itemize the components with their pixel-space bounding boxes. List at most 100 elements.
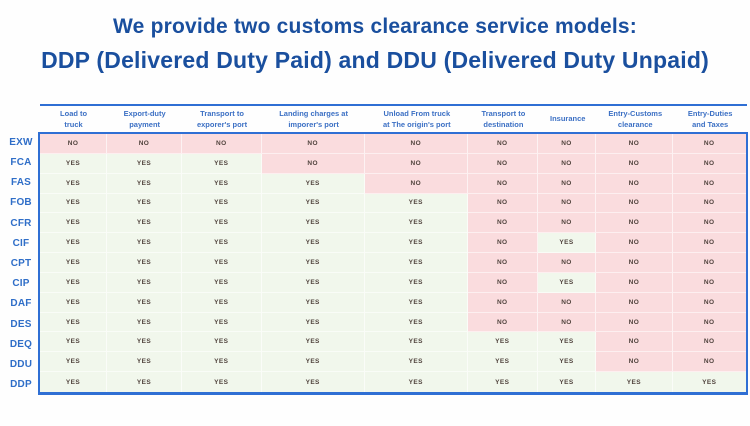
value-cell: NO — [596, 193, 673, 214]
value-cell: NO — [107, 134, 182, 154]
header-top-rule — [40, 104, 747, 106]
value-cell: YES — [364, 372, 468, 392]
value-cell: YES — [537, 352, 597, 373]
value-cell: NO — [596, 233, 673, 254]
value-cell: NO — [672, 253, 746, 273]
value-cell: YES — [181, 153, 262, 174]
value-cell: YES — [537, 272, 597, 293]
value-cell: NO — [672, 134, 746, 154]
table-row: YES YES YES YES YES NO NO NO NO — [40, 253, 746, 273]
value-cell: YES — [181, 372, 262, 392]
value-cell: NO — [672, 352, 746, 373]
value-cell: YES — [537, 233, 597, 254]
row-label: DDU — [9, 359, 33, 371]
row-label: DAF — [10, 298, 32, 310]
row-label: FOB — [10, 197, 32, 209]
value-cell: NO — [261, 134, 365, 154]
value-cell: NO — [672, 272, 746, 293]
value-cell: YES — [107, 312, 182, 333]
value-cell: YES — [364, 272, 468, 293]
value-cell: NO — [537, 193, 597, 214]
column-header: Entry-Duties and Taxes — [687, 109, 733, 129]
value-cell: YES — [364, 193, 468, 214]
value-cell: YES — [181, 332, 262, 353]
value-cell: YES — [107, 213, 182, 234]
value-cell: NO — [467, 153, 538, 174]
row-label: DES — [10, 318, 32, 330]
value-cell: YES — [107, 253, 182, 273]
value-cell: YES — [181, 193, 262, 214]
table-row: YES YES YES YES YES NO NO NO NO — [40, 312, 746, 333]
table-column-headers: Load to truck Export-duty payment Transpor… — [40, 107, 747, 132]
value-cell: NO — [537, 213, 597, 234]
row-label: CFR — [10, 217, 32, 229]
value-cell: NO — [537, 253, 597, 273]
value-cell: NO — [261, 153, 365, 174]
value-cell: NO — [364, 173, 468, 194]
table-row: YES YES YES NO NO NO NO NO NO — [40, 153, 746, 174]
value-cell: YES — [261, 193, 365, 214]
value-cell: YES — [40, 153, 108, 174]
slide-title: We provide two customs clearance service… — [0, 12, 750, 78]
value-cell: NO — [181, 134, 262, 154]
value-cell: NO — [672, 213, 746, 234]
value-cell: YES — [364, 213, 468, 234]
value-cell: YES — [40, 253, 108, 273]
value-cell: YES — [261, 253, 365, 273]
value-cell: NO — [467, 312, 538, 333]
value-cell: NO — [467, 134, 538, 154]
value-cell: YES — [672, 372, 746, 392]
value-cell: YES — [40, 272, 108, 293]
value-cell: YES — [40, 332, 108, 353]
value-cell: YES — [181, 352, 262, 373]
value-cell: YES — [181, 253, 262, 273]
value-cell: NO — [467, 272, 538, 293]
value-cell: NO — [537, 292, 597, 313]
value-cell: NO — [672, 312, 746, 333]
value-cell: NO — [596, 272, 673, 293]
column-header: Load to truck — [60, 109, 88, 129]
table-row: YES YES YES YES YES NO NO NO NO — [40, 213, 746, 234]
value-cell: YES — [364, 233, 468, 254]
value-cell: NO — [364, 153, 468, 174]
value-cell: NO — [596, 134, 673, 154]
value-cell: YES — [107, 352, 182, 373]
value-cell: YES — [261, 292, 365, 313]
value-cell: NO — [467, 213, 538, 234]
value-cell: YES — [261, 272, 365, 293]
value-cell: YES — [107, 292, 182, 313]
table-row: YES YES YES YES YES NO YES NO NO — [40, 272, 746, 293]
column-header: Entry-Customs clearance — [608, 109, 663, 129]
value-cell: YES — [107, 193, 182, 214]
value-cell: YES — [181, 272, 262, 293]
value-cell: YES — [181, 292, 262, 313]
column-header: Transport to destination — [481, 109, 526, 129]
value-cell: NO — [467, 292, 538, 313]
row-label: FAS — [10, 177, 32, 189]
value-cell: YES — [537, 372, 597, 392]
table-row: YES YES YES YES YES YES YES YES YES — [40, 372, 746, 392]
row-label: FCA — [10, 156, 32, 168]
value-cell: NO — [467, 193, 538, 214]
value-cell: YES — [364, 292, 468, 313]
row-label: DEQ — [9, 338, 33, 350]
value-cell: NO — [596, 153, 673, 174]
value-cell: YES — [261, 173, 365, 194]
table-row: YES YES YES YES YES NO NO NO NO — [40, 193, 746, 214]
row-labels-column: EXW FCA FAS FOB CFR CIF CPT CIP DAF DES DEQ DDU DDP — [2, 132, 40, 395]
value-cell: YES — [364, 352, 468, 373]
value-cell: YES — [107, 372, 182, 392]
value-cell: YES — [261, 312, 365, 333]
value-cell: YES — [40, 372, 108, 392]
value-cell: YES — [467, 352, 538, 373]
value-cell: YES — [107, 332, 182, 353]
value-cell: YES — [181, 213, 262, 234]
table-row: NO NO NO NO NO NO NO NO NO — [40, 134, 746, 154]
value-cell: NO — [596, 292, 673, 313]
value-cell: YES — [107, 153, 182, 174]
value-cell: YES — [364, 253, 468, 273]
row-label: EXW — [9, 136, 33, 148]
value-cell: YES — [40, 193, 108, 214]
value-cell: YES — [40, 173, 108, 194]
